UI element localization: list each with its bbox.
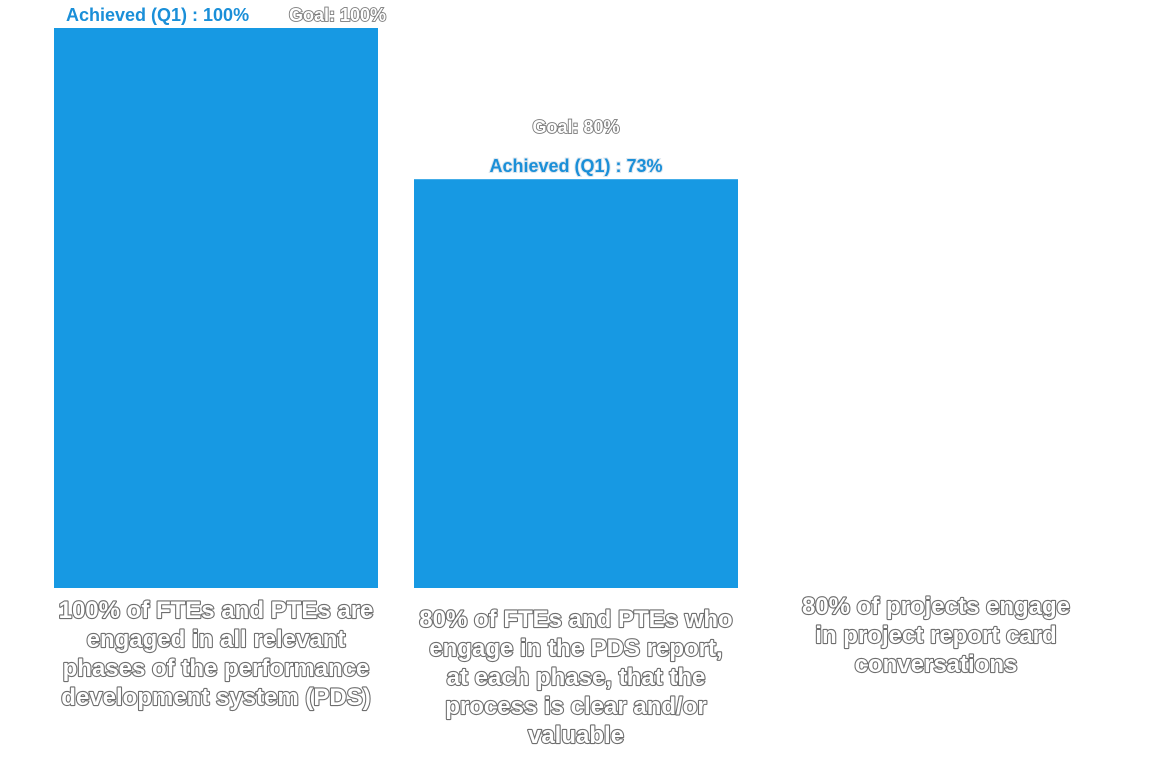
- category-label-1: 100% of FTEs and PTEs are engaged in all …: [59, 597, 374, 711]
- category-label-line: valuable: [528, 722, 624, 749]
- category-label-2: 80% of FTEs and PTEs who engage in the PD…: [419, 606, 732, 749]
- achieved-label-1: Achieved (Q1) : 100%: [66, 5, 249, 25]
- goal-label-2: Goal: 80%: [532, 117, 619, 137]
- category-label-line: development system (PDS): [61, 684, 370, 711]
- category-label-line: phases of the performance: [63, 655, 370, 682]
- category-label-line: 100% of FTEs and PTEs are: [59, 597, 374, 624]
- bar-1: [54, 28, 378, 588]
- category-label-3: 80% of projects engage in project report …: [802, 593, 1070, 678]
- category-label-line: 80% of projects engage: [802, 593, 1070, 620]
- achieved-label-2: Achieved (Q1) : 73%: [489, 156, 662, 176]
- category-label-line: at each phase, that the: [447, 664, 706, 691]
- category-label-line: conversations: [855, 651, 1018, 678]
- category-label-line: engage in the PDS report,: [429, 635, 722, 662]
- category-label-line: process is clear and/or: [445, 693, 706, 720]
- category-label-line: in project report card: [815, 622, 1056, 649]
- category-label-line: 80% of FTEs and PTEs who: [419, 606, 732, 633]
- goal-label-1: Goal: 100%: [289, 5, 386, 25]
- category-label-line: engaged in all relevant: [87, 626, 346, 653]
- bar-2: [414, 179, 738, 588]
